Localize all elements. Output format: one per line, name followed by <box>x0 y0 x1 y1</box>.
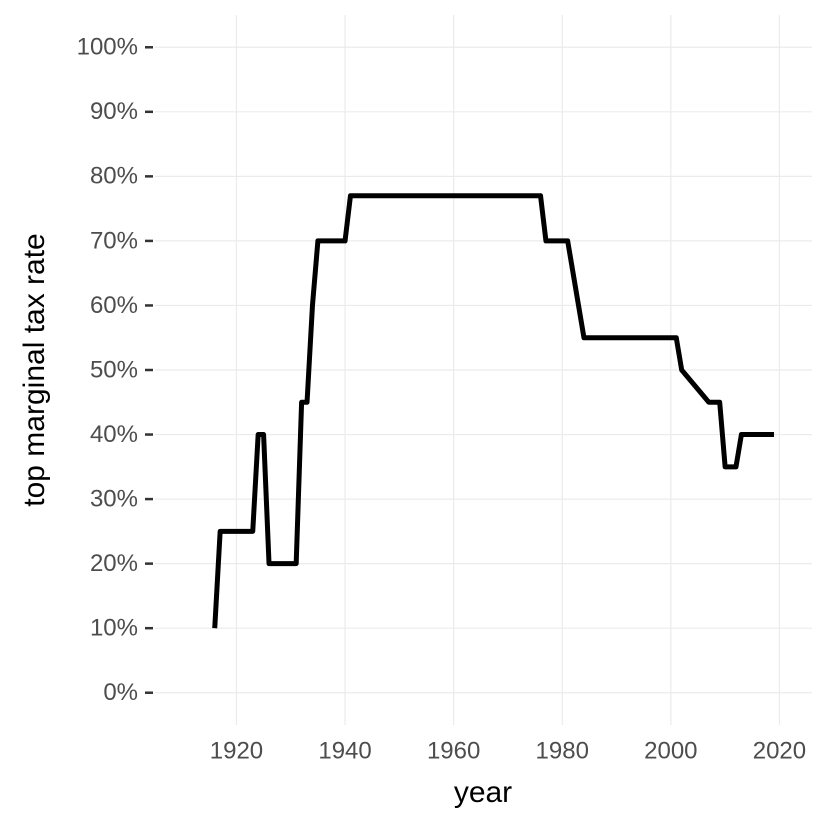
x-tick-label: 1920 <box>210 737 263 764</box>
x-tick-label: 2000 <box>644 737 697 764</box>
y-tick-label: 90% <box>90 98 138 125</box>
y-tick-label: 80% <box>90 163 138 190</box>
y-tick-label: 40% <box>90 421 138 448</box>
x-tick-label: 1960 <box>427 737 480 764</box>
y-axis-title: top marginal tax rate <box>18 233 51 506</box>
y-tick-label: 60% <box>90 292 138 319</box>
y-tick-label: 20% <box>90 550 138 577</box>
y-tick-label: 30% <box>90 485 138 512</box>
y-tick-label: 10% <box>90 615 138 642</box>
x-tick-label: 1940 <box>318 737 371 764</box>
y-tick-label: 50% <box>90 356 138 383</box>
y-tick-label: 0% <box>103 679 138 706</box>
y-tick-label: 100% <box>77 34 138 61</box>
x-tick-label: 2020 <box>753 737 806 764</box>
x-tick-label: 1980 <box>536 737 589 764</box>
x-axis-title: year <box>454 776 512 809</box>
y-tick-label: 70% <box>90 227 138 254</box>
data-line <box>212 193 774 629</box>
